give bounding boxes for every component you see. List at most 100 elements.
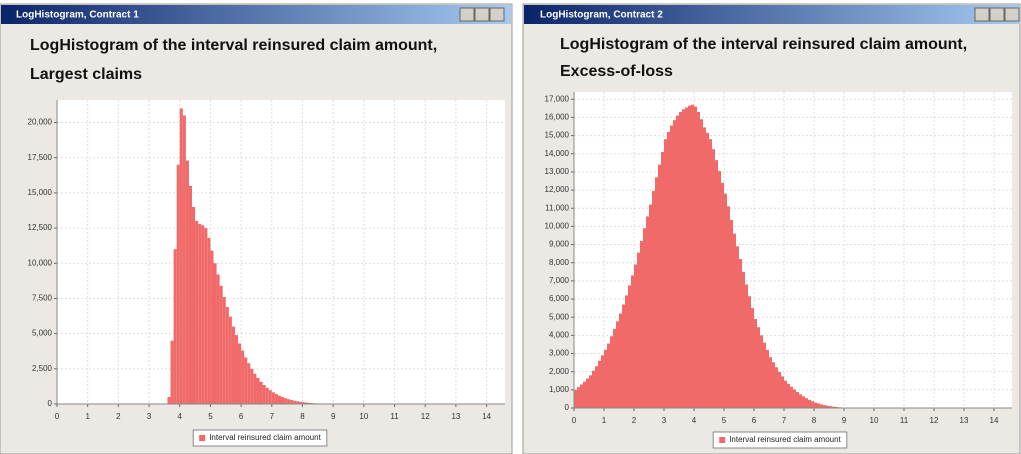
x-tick-label: 13 [960,416,969,425]
histogram-bar [760,335,763,408]
histogram-bar [829,406,832,408]
histogram-bar [601,355,604,408]
legend [192,429,328,447]
histogram-bar [262,385,266,404]
histogram-bar [673,120,676,409]
histogram-bar [730,220,733,408]
histogram-bar [598,360,601,408]
histogram-bar [299,401,303,404]
histogram-bar [253,373,257,404]
histogram-bar [661,151,664,408]
histogram-bar [676,115,679,408]
histogram-bar [622,304,625,408]
x-tick-label: 11 [390,412,399,421]
histogram-bar [811,401,814,408]
histogram-bar [195,221,199,404]
minimize-button[interactable] [459,7,475,22]
x-tick-label: 5 [208,412,213,421]
histogram-bar [210,250,214,404]
x-tick-label: 3 [662,416,667,425]
y-tick-label: 11,000 [545,203,569,212]
histogram-bar [793,389,796,408]
histogram-bar [580,384,583,408]
histogram-bar [832,406,835,408]
histogram-bar [736,246,739,408]
histogram-bar [646,216,649,408]
y-tick-label: 10,000 [28,258,53,267]
x-tick-label: 14 [482,412,491,421]
chart-title: Excess-of-loss [560,63,673,80]
histogram-bar [179,108,183,404]
histogram-bar [613,329,616,408]
histogram-bar [290,400,294,404]
y-tick-label: 20,000 [28,118,53,127]
histogram-bar [625,295,628,408]
histogram-bar [271,392,275,404]
histogram-bar [814,402,817,408]
histogram-bar [769,357,772,408]
y-tick-label: 16,000 [545,113,570,122]
close-button[interactable] [1004,7,1020,22]
x-tick-label: 4 [692,416,697,425]
y-tick-label: 7,000 [549,276,570,285]
y-tick-label: 2,500 [32,364,53,373]
histogram-bar [302,402,306,404]
histogram-bar [592,370,595,408]
histogram-bar [201,225,205,404]
histogram-bar [204,228,208,404]
histogram-bar [607,343,610,408]
minimize-button[interactable] [974,7,990,22]
histogram-bar [219,285,223,404]
histogram-bar [586,378,589,408]
x-tick-label: 4 [178,412,183,421]
histogram-bar [170,340,174,404]
histogram-bar [574,389,577,408]
histogram-bar [784,380,787,408]
histogram-bar [718,171,721,408]
y-tick-label: 7,500 [32,294,53,303]
histogram-bar [679,111,682,408]
histogram-bar [225,306,229,404]
histogram-bar [685,107,688,409]
histogram-bar [691,104,694,408]
histogram-bar [724,193,727,408]
histogram-bar [213,263,217,404]
x-tick-label: 1 [85,412,90,421]
x-tick-label: 12 [421,412,430,421]
y-tick-label: 0 [565,403,570,412]
histogram-bar [697,111,700,408]
histogram-bar [308,402,312,404]
histogram-bar [772,362,775,408]
y-tick-label: 17,000 [545,94,570,103]
histogram-bar [238,343,242,404]
x-tick-label: 8 [812,416,817,425]
x-tick-label: 6 [239,412,244,421]
histogram-bar [748,296,751,408]
histogram-bar [610,336,613,408]
histogram-bar [577,387,580,408]
histogram-bar [231,326,235,404]
close-button[interactable] [489,7,505,22]
title-bar [1,5,511,24]
histogram-bar [727,206,730,408]
histogram-bar [823,405,826,408]
histogram-bar [664,139,667,408]
maximize-button[interactable] [989,7,1005,22]
maximize-button[interactable] [474,7,490,22]
y-tick-label: 14,000 [545,149,570,158]
histogram-bar [284,398,288,404]
y-tick-label: 15,000 [545,131,570,140]
histogram-bar [670,125,673,408]
histogram-bar [778,372,781,408]
y-tick-label: 13,000 [545,167,570,176]
histogram-bar [619,313,622,408]
y-tick-label: 17,500 [28,153,53,162]
x-tick-label: 14 [990,416,999,425]
x-tick-label: 3 [147,412,152,421]
histogram-bar [631,275,634,408]
histogram-bar [715,160,718,408]
histogram-bar [766,349,769,408]
y-tick-label: 0 [48,399,53,408]
title-bar [524,5,1020,24]
